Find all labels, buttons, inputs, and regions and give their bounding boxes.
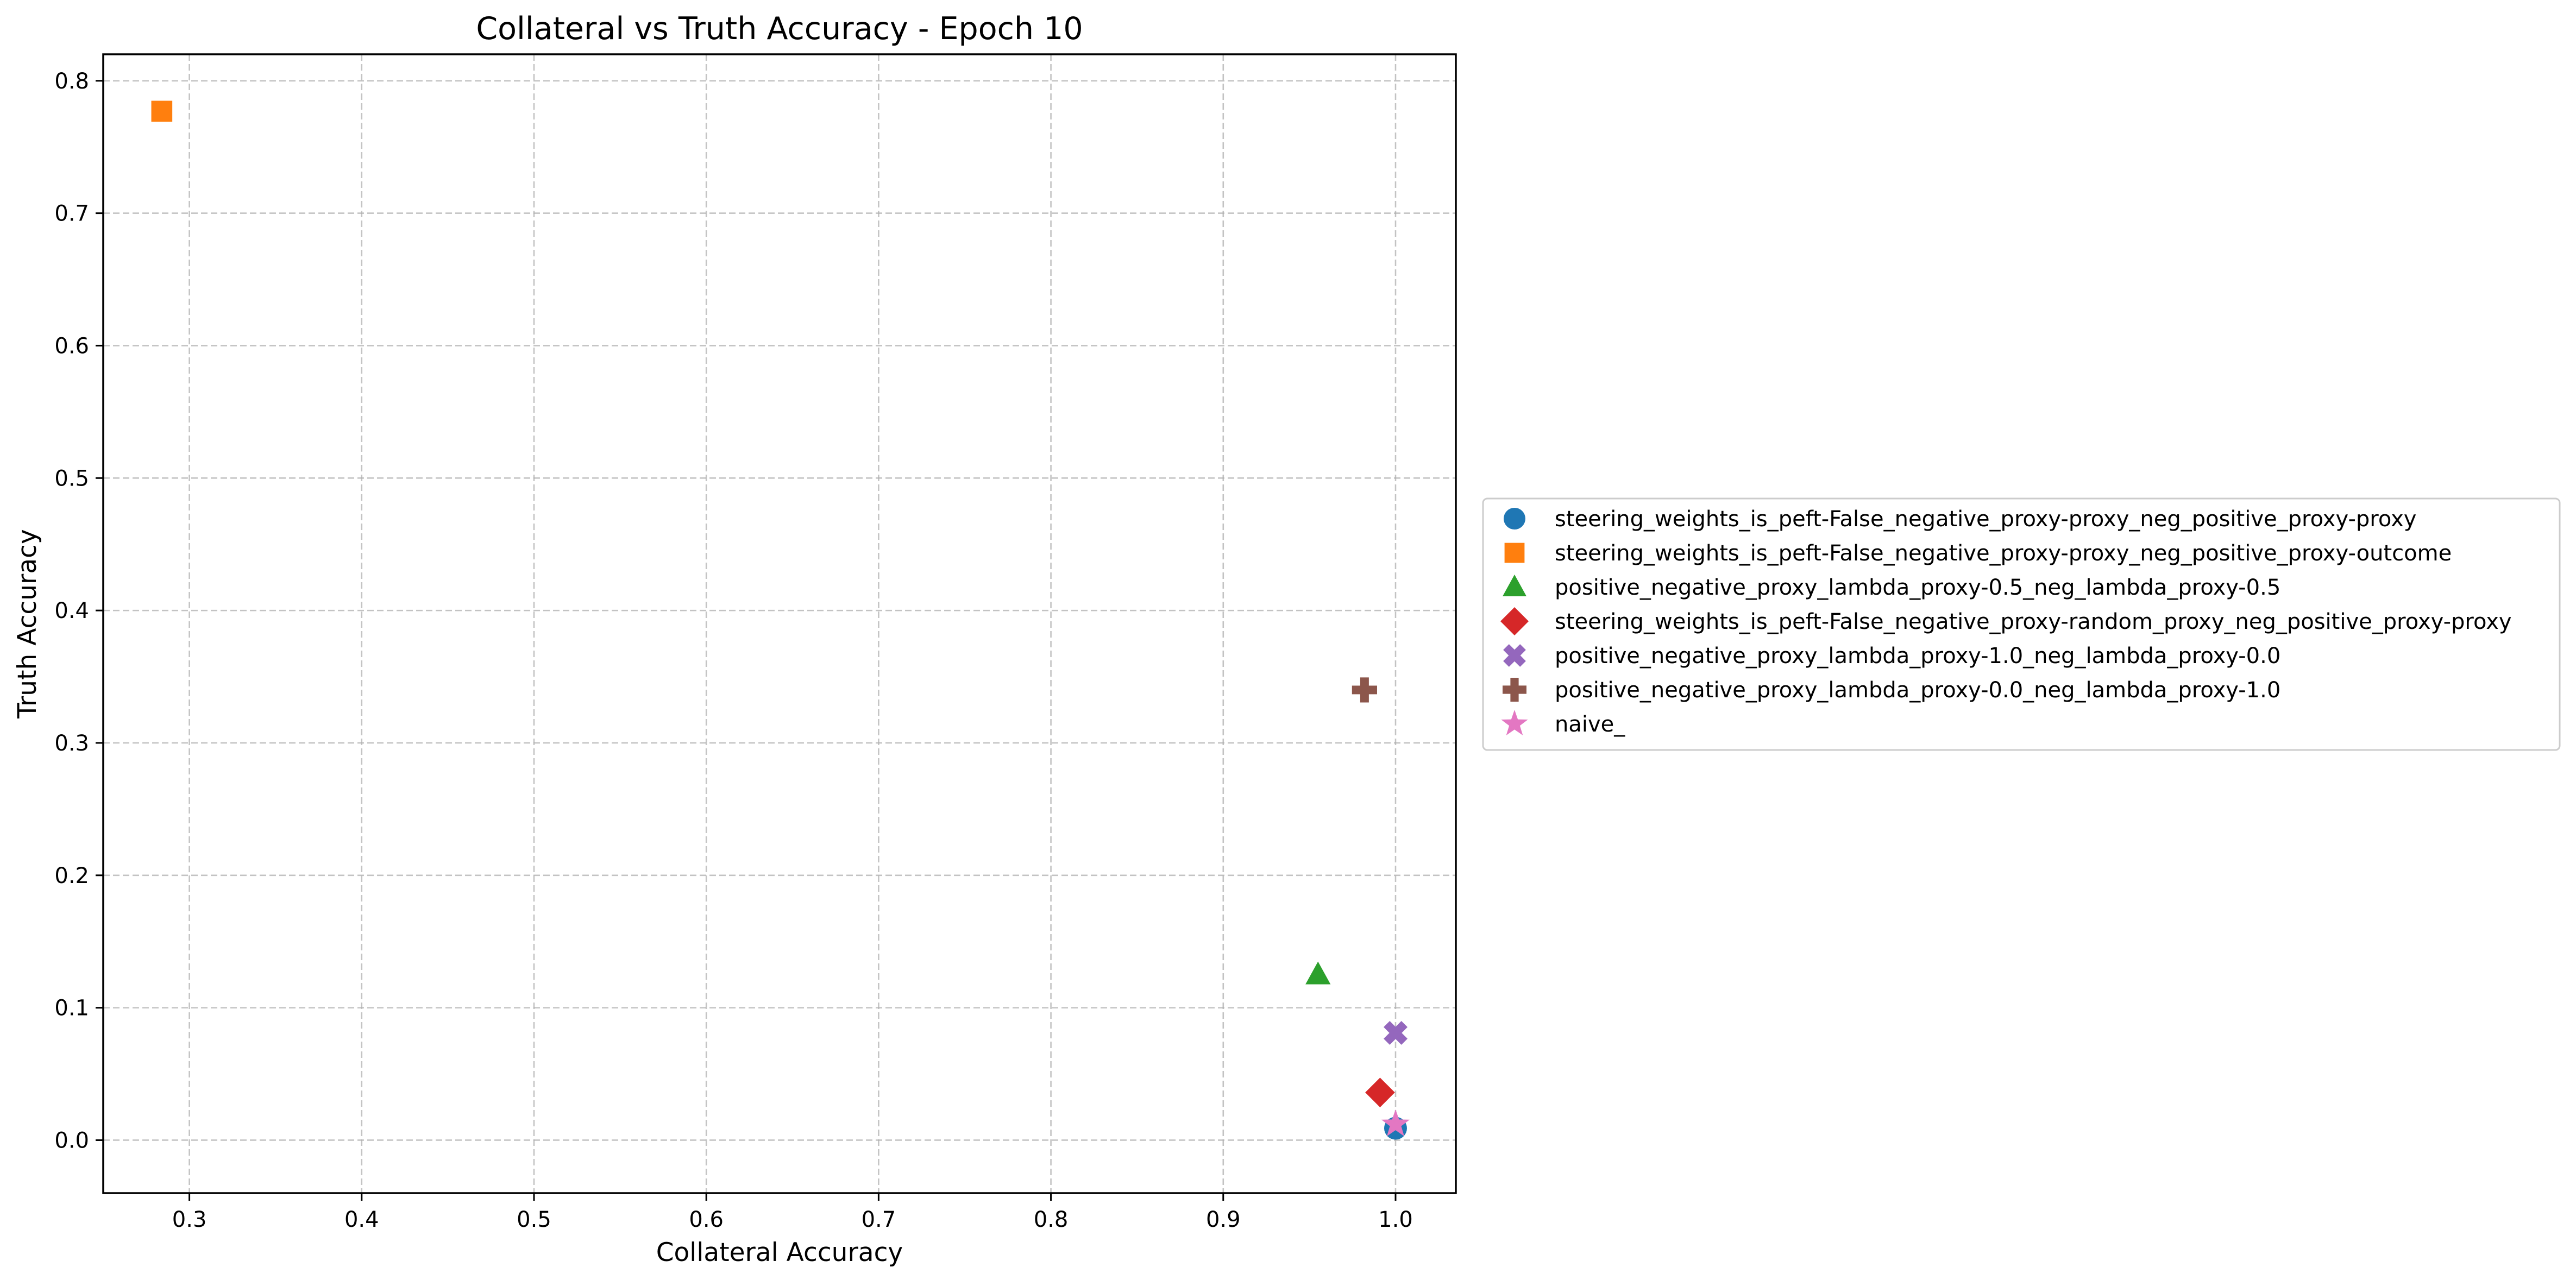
legend-label: steering_weights_is_peft-False_negative_…: [1555, 507, 2416, 532]
axis-ticks: 0.3 0.4 0.5 0.6 0.7 0.8 0.9 1.0 0.0 0.1 0.2 0.3 0.4 0…: [54, 69, 1412, 1232]
legend-label: positive_negative_proxy_lambda_proxy-1.0…: [1555, 644, 2280, 669]
y-tick-label: 0.7: [54, 201, 89, 226]
legend-marker: [1504, 508, 1525, 529]
data-point: [1305, 961, 1331, 985]
legend-label: steering_weights_is_peft-False_negative_…: [1555, 609, 2512, 634]
y-tick-label: 0.4: [54, 598, 89, 623]
x-axis-label: Collateral Accuracy: [656, 1238, 903, 1268]
data-point: [1365, 1077, 1395, 1107]
legend-marker: [1504, 543, 1525, 563]
y-tick-label: 0.3: [54, 731, 89, 756]
y-tick-label: 0.5: [54, 466, 89, 491]
data-point: [1352, 677, 1377, 703]
x-tick-label: 0.6: [689, 1207, 724, 1232]
legend-marker: [1503, 575, 1526, 596]
legend-label: naive_: [1555, 712, 1625, 737]
legend-label: positive_negative_proxy_lambda_proxy-0.0…: [1555, 678, 2280, 703]
x-tick-label: 0.8: [1034, 1207, 1069, 1232]
x-tick-label: 0.5: [517, 1207, 551, 1232]
x-tick-label: 0.7: [862, 1207, 896, 1232]
x-tick-label: 0.3: [172, 1207, 207, 1232]
legend-label: steering_weights_is_peft-False_negative_…: [1555, 541, 2452, 566]
legend-marker: [1503, 678, 1526, 702]
y-tick-label: 0.0: [54, 1128, 89, 1153]
x-tick-label: 1.0: [1378, 1207, 1413, 1232]
legend-label: positive_negative_proxy_lambda_proxy-0.5…: [1555, 575, 2280, 600]
legend-marker: [1503, 644, 1526, 667]
y-tick-label: 0.1: [54, 996, 89, 1021]
legend-marker: [1501, 710, 1528, 735]
y-axis-label: Truth Accuracy: [12, 529, 42, 719]
y-tick-label: 0.8: [54, 69, 89, 94]
y-tick-label: 0.6: [54, 333, 89, 358]
legend: steering_weights_is_peft-False_negative_…: [1482, 497, 2561, 751]
chart-title: Collateral vs Truth Accuracy - Epoch 10: [476, 11, 1083, 47]
grid-lines: [103, 54, 1456, 1193]
data-point: [1381, 1109, 1410, 1137]
data-points: [151, 100, 1410, 1140]
plot-frame: [102, 53, 1457, 1194]
data-point: [1384, 1021, 1408, 1045]
legend-marker: [1500, 607, 1529, 635]
y-tick-label: 0.2: [54, 863, 89, 888]
x-tick-label: 0.9: [1206, 1207, 1241, 1232]
x-tick-label: 0.4: [344, 1207, 379, 1232]
data-point: [151, 100, 173, 122]
legend-frame: [1482, 497, 2561, 751]
